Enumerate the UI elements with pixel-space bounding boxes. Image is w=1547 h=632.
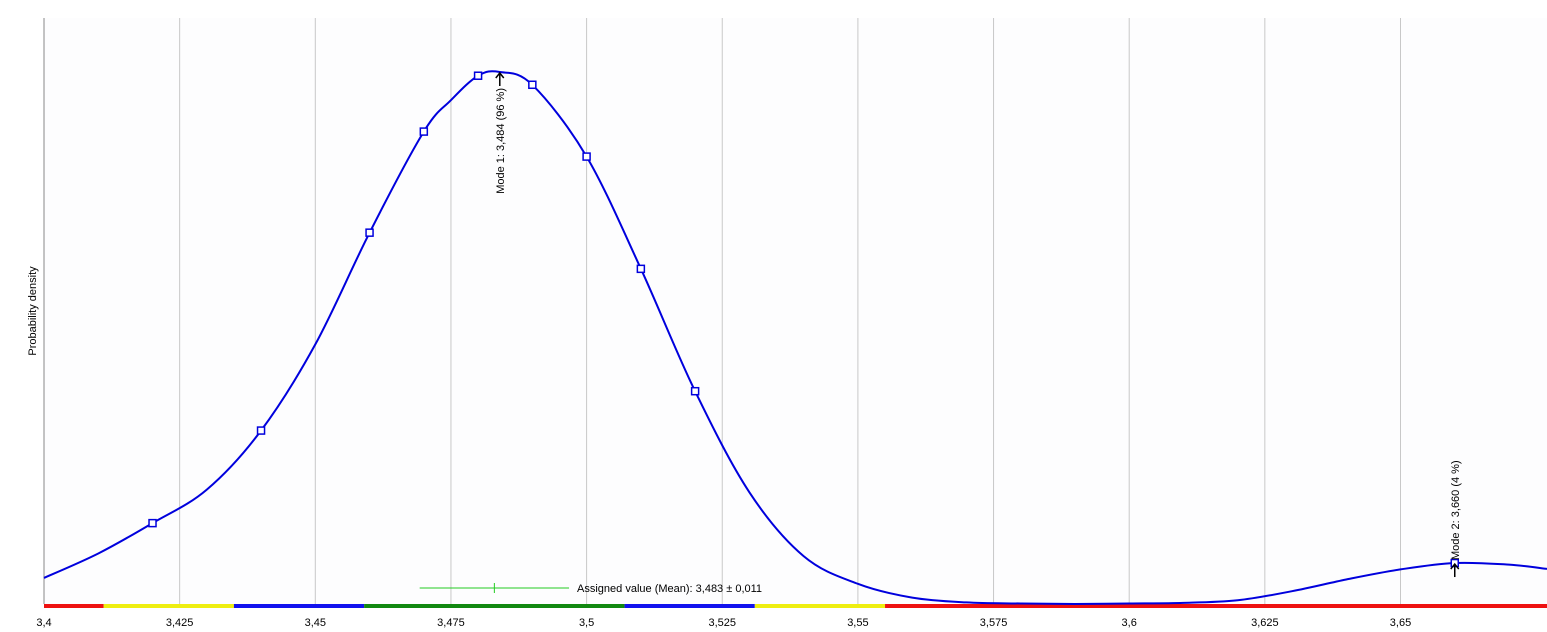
x-tick-label: 3,475 xyxy=(437,617,465,629)
tolerance-band xyxy=(624,604,755,608)
x-tick-label: 3,6 xyxy=(1122,617,1137,629)
tolerance-band xyxy=(103,604,234,608)
x-tick-label: 3,4 xyxy=(36,617,51,629)
mode-annotation: Mode 2: 3,660 (4 %) xyxy=(1450,460,1462,578)
data-point-marker xyxy=(473,71,483,80)
x-tick-label: 3,525 xyxy=(708,617,736,629)
data-point-marker xyxy=(256,426,266,435)
tolerance-band xyxy=(364,604,625,608)
x-tick-label: 3,425 xyxy=(166,617,194,629)
assigned-value-label: Assigned value (Mean): 3,483 ± 0,011 xyxy=(577,583,762,595)
data-point-marker xyxy=(148,518,157,528)
x-tick-label: 3,55 xyxy=(847,617,868,629)
plot-area xyxy=(44,18,1547,604)
data-point-marker xyxy=(582,152,591,161)
x-tick-label: 3,45 xyxy=(305,617,326,629)
data-point-marker xyxy=(419,127,429,136)
x-tick-label: 3,625 xyxy=(1251,617,1279,629)
mode-annotations: Mode 1: 3,484 (96 %) Mode 2: 3,660 (4 %) xyxy=(495,71,1462,578)
tolerance-color-bar xyxy=(44,604,1547,608)
vertical-grid xyxy=(179,18,1401,604)
mode-label: Mode 2: 3,660 (4 %) xyxy=(1450,460,1462,560)
data-point-marker xyxy=(636,264,646,274)
data-point-marker xyxy=(528,80,537,90)
x-axis-tick-labels: 3,4 3,425 3,45 3,475 3,5 3,525 3,55 3,575 3,6 3,6… xyxy=(36,617,1411,629)
mode-label: Mode 1: 3,484 (96 %) xyxy=(495,88,507,194)
data-point-marker xyxy=(690,386,700,396)
tolerance-band xyxy=(885,604,1547,608)
data-point-marker xyxy=(365,228,374,237)
mode-annotation: Mode 1: 3,484 (96 %) xyxy=(495,71,507,194)
tolerance-band xyxy=(754,604,886,608)
mode-arrowhead xyxy=(495,71,505,79)
assigned-value-indicator: Assigned value (Mean): 3,483 ± 0,011 xyxy=(419,583,762,595)
y-axis-label: Probability density xyxy=(27,266,39,356)
density-curve xyxy=(43,70,1547,606)
mode-arrowhead xyxy=(1450,562,1460,570)
data-point-markers xyxy=(148,71,1460,568)
x-tick-label: 3,575 xyxy=(980,617,1008,629)
tolerance-band xyxy=(233,604,365,608)
x-tick-label: 3,65 xyxy=(1390,617,1411,629)
x-tick-label: 3,5 xyxy=(579,617,594,629)
tolerance-band xyxy=(44,604,104,608)
